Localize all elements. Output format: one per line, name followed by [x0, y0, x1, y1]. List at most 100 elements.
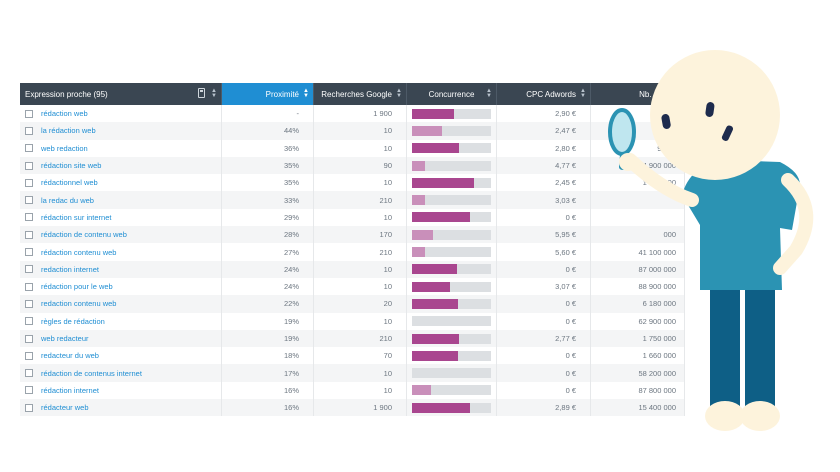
table-row[interactable]: rédaction pour le web 24% 10 3,07 €88 900 0… [20, 277, 685, 296]
right-arm [773, 173, 814, 275]
keyword-cell: la redac du web [20, 191, 222, 209]
keyword-link[interactable]: rédaction internet [41, 385, 99, 395]
keyword-link[interactable]: web redacteur [41, 334, 89, 343]
row-checkbox[interactable] [25, 196, 33, 205]
table-row[interactable]: redaction internet 24% 10 0 €87 000 000 [20, 260, 685, 278]
col-cpc[interactable]: CPC Adwords ▲ ▼ [497, 83, 591, 105]
keyword-link[interactable]: redaction internet [41, 264, 99, 274]
col-proximite[interactable]: Proximité ▲ ▼ [222, 83, 314, 105]
row-checkbox[interactable] [25, 161, 33, 170]
left-foot [705, 401, 745, 431]
table-row[interactable]: web redacteur 19% 210 2,77 €1 750 000 [20, 329, 685, 348]
table-header: Expression proche (95) ▲ ▼ Proximité ▲ ▼ R… [20, 83, 685, 105]
row-checkbox[interactable] [25, 282, 33, 291]
concurrence-bar-fill [412, 212, 470, 223]
cpc-cell: 2,80 € [497, 139, 591, 157]
shirt [682, 160, 800, 290]
table-row[interactable]: rédactionnel web 35% 10 2,45 €1 080 000 [20, 174, 685, 192]
table-row[interactable]: rédaction internet 16% 10 0 €87 800 000 [20, 381, 685, 400]
proximite-cell: 28% [222, 226, 314, 244]
row-checkbox[interactable] [25, 230, 33, 239]
row-checkbox[interactable] [25, 351, 33, 360]
recherches-cell: 10 [314, 381, 407, 400]
row-checkbox[interactable] [25, 369, 33, 378]
concurrence-cell [407, 260, 497, 278]
concurrence-cell [407, 105, 497, 123]
sort-arrows-icon[interactable]: ▲ ▼ [211, 88, 217, 99]
table-row[interactable]: rédaction contenu web 27% 210 5,60 €41 100 … [20, 243, 685, 261]
row-checkbox[interactable] [25, 178, 33, 187]
row-checkbox[interactable] [25, 248, 33, 257]
row-checkbox[interactable] [25, 334, 33, 343]
table-row[interactable]: règles de rédaction 19% 10 0 €62 900 000 [20, 312, 685, 330]
concurrence-cell [407, 174, 497, 192]
table-row[interactable]: la redac du web 33% 210 3,03 € [20, 191, 685, 209]
nb-resultats-cell: 88 900 000 [591, 277, 685, 296]
keyword-cell: rédaction site web [20, 156, 222, 175]
nb-resultats-cell: 000 [591, 226, 685, 244]
sort-arrows-icon[interactable]: ▲ ▼ [580, 88, 586, 99]
col-expression[interactable]: Expression proche (95) ▲ ▼ [20, 83, 222, 105]
keyword-link[interactable]: web redaction [41, 143, 88, 153]
row-checkbox[interactable] [25, 265, 33, 274]
sort-arrows-icon[interactable]: ▲ ▼ [396, 88, 402, 99]
concurrence-cell [407, 208, 497, 227]
concurrence-bar-fill [412, 385, 431, 396]
keyword-link[interactable]: redacteur du web [41, 351, 99, 361]
col-concurrence[interactable]: Concurrence ▲ ▼ [407, 83, 497, 105]
concurrence-bar-fill [412, 229, 433, 240]
row-checkbox[interactable] [25, 317, 33, 326]
keyword-link[interactable]: rédaction pour le web [41, 282, 113, 292]
left-eye [661, 114, 671, 129]
proximite-cell: 35% [222, 156, 314, 175]
keyword-link[interactable]: la redac du web [41, 195, 94, 205]
row-checkbox[interactable] [25, 299, 33, 308]
calculator-icon[interactable] [198, 88, 205, 98]
keyword-link[interactable]: rédaction de contenus internet [41, 368, 142, 378]
table-row[interactable]: rédaction site web 35% 90 4,77 €94 900 000 [20, 156, 685, 175]
keyword-link[interactable]: rédactionnel web [41, 178, 98, 188]
keyword-cell: rédaction de contenus internet [20, 364, 222, 382]
concurrence-cell [407, 243, 497, 261]
head [650, 50, 780, 180]
keyword-link[interactable]: redaction contenu web [41, 299, 117, 309]
right-leg [745, 280, 775, 425]
keyword-link[interactable]: rédaction de contenu web [41, 230, 127, 240]
keyword-link[interactable]: la rédaction web [41, 126, 96, 136]
row-checkbox[interactable] [25, 213, 33, 222]
proximite-cell: 24% [222, 260, 314, 278]
col-cpc-label: CPC Adwords [526, 89, 576, 99]
keyword-link[interactable]: rédaction contenu web [41, 247, 117, 257]
row-checkbox[interactable] [25, 109, 33, 118]
concurrence-bar-fill [412, 160, 426, 171]
keyword-link[interactable]: rédacteur web [41, 403, 89, 413]
row-checkbox[interactable] [25, 386, 33, 395]
table-row[interactable]: redacteur du web 18% 70 0 €1 660 000 [20, 347, 685, 365]
keyword-link[interactable]: rédaction site web [41, 161, 102, 171]
table-row[interactable]: rédaction de contenu web 28% 170 5,95 €000 [20, 226, 685, 244]
proximite-cell: 35% [222, 174, 314, 192]
table-row[interactable]: rédaction de contenus internet 17% 10 0 €58… [20, 364, 685, 382]
sort-arrows-icon[interactable]: ▲ ▼ [303, 88, 309, 99]
row-checkbox[interactable] [25, 126, 33, 135]
table-row[interactable]: rédacteur web 16% 1 900 2,89 €15 400 000 [20, 399, 685, 417]
row-checkbox[interactable] [25, 144, 33, 153]
magnifying-glass-icon [608, 108, 636, 156]
table-row[interactable]: rédaction sur internet 29% 10 0 € [20, 208, 685, 227]
keyword-link[interactable]: règles de rédaction [41, 316, 105, 326]
col-expression-label: Expression proche (95) [25, 89, 108, 99]
table-row[interactable]: redaction contenu web 22% 20 0 €6 180 000 [20, 295, 685, 313]
nb-resultats-cell: 41 100 000 [591, 243, 685, 261]
cpc-cell: 0 € [497, 364, 591, 382]
keyword-link[interactable]: rédaction web [41, 109, 88, 119]
keyword-link[interactable]: rédaction sur internet [41, 212, 112, 222]
cpc-cell: 3,07 € [497, 277, 591, 296]
sort-arrows-icon[interactable]: ▲ ▼ [486, 88, 492, 99]
cpc-cell: 0 € [497, 260, 591, 278]
row-checkbox[interactable] [25, 403, 33, 412]
col-recherches[interactable]: Recherches Google ▲ ▼ [314, 83, 407, 105]
